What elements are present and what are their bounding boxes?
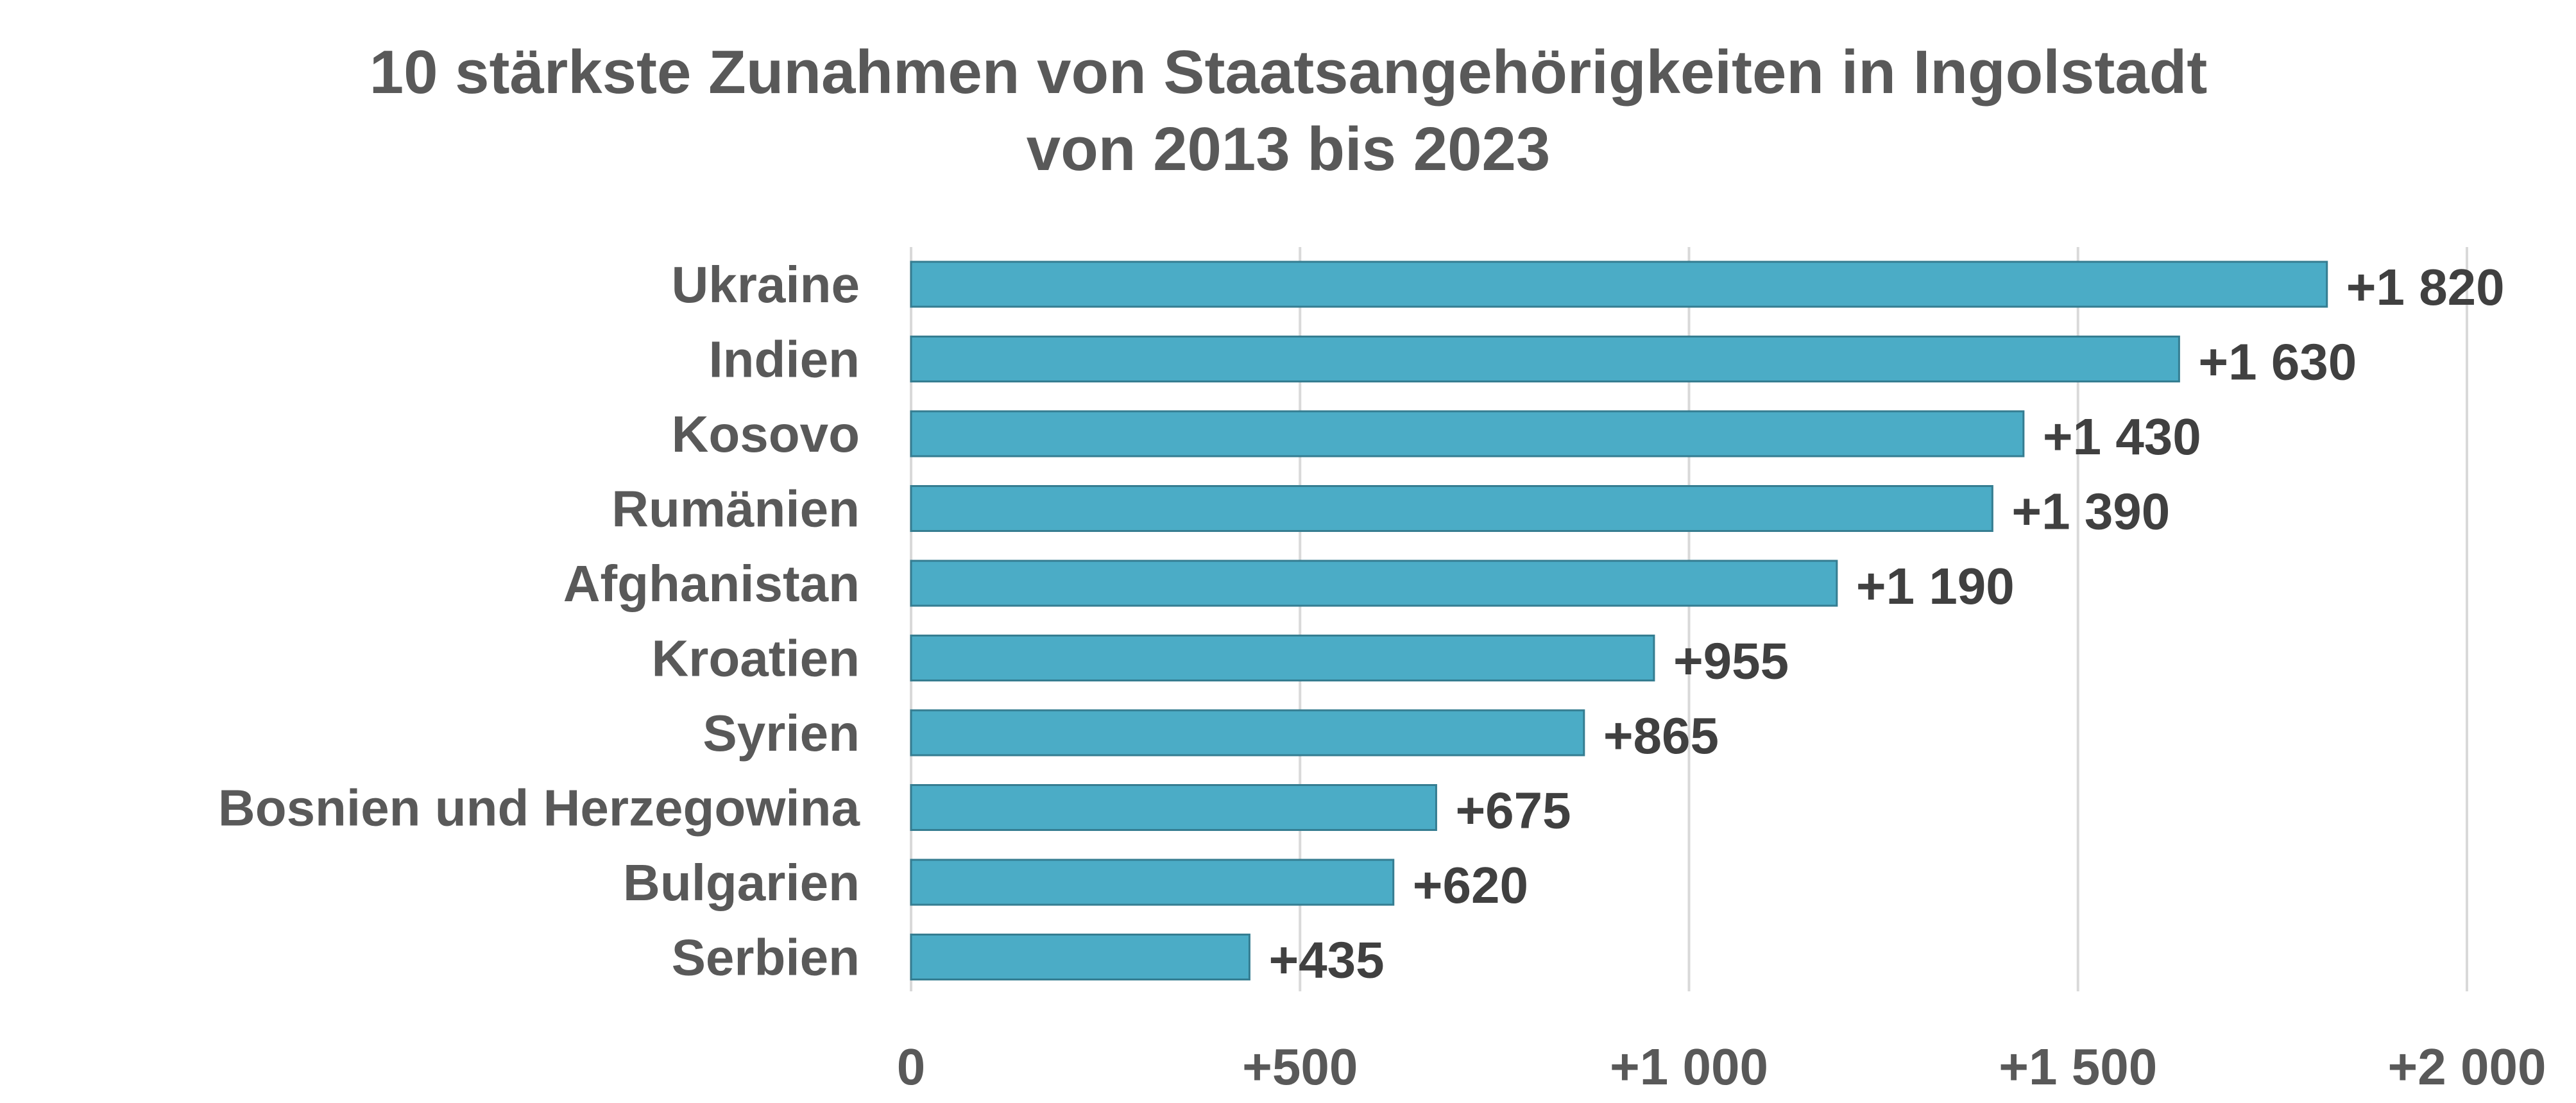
data-labels: +1 820 +1 630 +1 430 +1 390 +1 190 +955 +865 +6… <box>1268 259 2504 989</box>
data-label-4: +1 190 <box>1856 558 2015 615</box>
category-label-0: Ukraine <box>672 256 860 313</box>
category-label-5: Kroatien <box>652 630 860 687</box>
bar-3 <box>910 485 1993 532</box>
bar-1 <box>910 336 2180 382</box>
data-label-6: +865 <box>1603 707 1719 764</box>
category-label-2: Kosovo <box>672 406 860 463</box>
x-axis-tick-labels: 0 +500 +1 000 +1 500 +2 000 <box>897 1038 2546 1095</box>
chart-title-line-2: von 2013 bis 2023 <box>1027 115 1551 184</box>
category-label-7: Bosnien und Herzegowina <box>218 780 860 837</box>
x-tick-label-2: +1 000 <box>1610 1038 1768 1095</box>
bar-2 <box>910 410 2025 457</box>
chart-title-line-1: 10 stärkste Zunahmen von Staatsangehörig… <box>370 38 2208 107</box>
bar-5 <box>910 635 1655 681</box>
data-label-2: +1 430 <box>2043 408 2201 465</box>
category-label-9: Serbien <box>672 929 860 986</box>
data-label-0: +1 820 <box>2346 259 2505 316</box>
data-label-7: +675 <box>1455 782 1571 839</box>
category-label-3: Rumänien <box>611 481 860 538</box>
data-label-9: +435 <box>1268 932 1384 989</box>
bar-8 <box>910 859 1395 906</box>
bar-7 <box>910 784 1437 831</box>
category-label-8: Bulgarien <box>623 854 860 911</box>
x-tick-label-0: 0 <box>897 1038 926 1095</box>
chart-title: 10 stärkste Zunahmen von Staatsangehörig… <box>370 38 2208 184</box>
data-label-5: +955 <box>1673 633 1789 690</box>
data-label-1: +1 630 <box>2198 334 2357 391</box>
bar-9 <box>910 934 1250 980</box>
bar-4 <box>910 560 1838 607</box>
bar-0 <box>910 261 2328 308</box>
bar-6 <box>910 709 1585 757</box>
bars <box>910 261 2328 980</box>
category-label-1: Indien <box>708 331 860 388</box>
category-labels: Ukraine Indien Kosovo Rumänien Afghanistan Kr… <box>218 256 860 986</box>
x-tick-label-4: +2 000 <box>2388 1038 2546 1095</box>
category-label-4: Afghanistan <box>563 555 860 612</box>
data-label-3: +1 390 <box>2011 483 2170 540</box>
x-tick-label-3: +1 500 <box>1999 1038 2157 1095</box>
data-label-8: +620 <box>1413 857 1528 914</box>
category-label-6: Syrien <box>703 705 860 762</box>
x-tick-label-1: +500 <box>1242 1038 1358 1095</box>
